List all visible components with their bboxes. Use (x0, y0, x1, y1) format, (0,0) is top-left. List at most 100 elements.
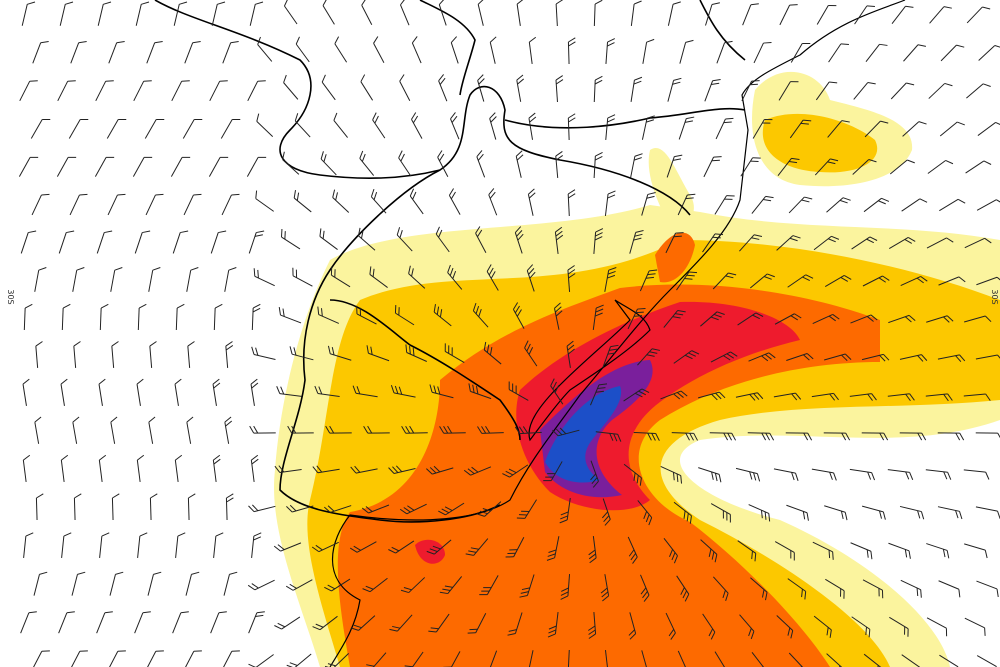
barb-feather (373, 36, 379, 44)
barb-feather (433, 385, 437, 394)
wind-barb (294, 113, 311, 138)
barb-feather (432, 545, 441, 550)
barb-staff (890, 82, 907, 100)
barb-feather (765, 195, 774, 199)
wind-barb (98, 378, 106, 406)
barb-feather (23, 454, 31, 461)
barb-feather (438, 229, 443, 238)
barb-feather (139, 532, 148, 537)
wind-barb (146, 41, 163, 64)
wind-barb (333, 112, 348, 138)
barb-feather (832, 314, 840, 320)
barb-feather (481, 590, 490, 592)
wind-barb (567, 649, 570, 667)
barb-feather (41, 193, 50, 196)
barb-feather (943, 316, 950, 323)
wind-barb (787, 274, 814, 288)
wind-barb (527, 188, 536, 216)
barb-feather (22, 378, 30, 385)
barb-staff (211, 4, 218, 26)
wind-barb (172, 611, 189, 634)
barb-staff (148, 422, 154, 444)
barb-feather (62, 303, 71, 309)
wind-barb (778, 81, 799, 101)
barb-staff (246, 157, 259, 177)
barb-feather (411, 268, 414, 277)
wind-barb (61, 532, 72, 558)
barb-feather (651, 433, 656, 441)
barb-feather (790, 315, 799, 321)
barb-feather (282, 308, 285, 317)
wind-barb (18, 156, 39, 177)
barb-staff (60, 384, 65, 406)
wind-barb (926, 237, 954, 249)
barb-feather (224, 416, 232, 423)
barb-feather (904, 626, 906, 635)
barb-staff (213, 307, 216, 331)
barb-feather (866, 316, 874, 322)
wind-barb (95, 80, 114, 102)
barb-feather (333, 112, 338, 121)
wind-barb (976, 276, 1000, 286)
wind-barb (256, 113, 274, 137)
barb-feather (76, 267, 85, 271)
wind-barb (604, 267, 617, 292)
barb-feather (567, 189, 576, 195)
barb-feather (316, 465, 323, 473)
wind-barb (964, 315, 992, 323)
wind-barb (477, 0, 485, 26)
barb-feather (437, 150, 443, 158)
barb-feather (373, 191, 378, 200)
wind-barb (437, 150, 449, 177)
barb-feather (613, 433, 618, 442)
barb-feather (755, 312, 764, 317)
barb-staff (854, 5, 868, 25)
wind-barb (357, 227, 376, 251)
barb-feather (867, 82, 876, 85)
barb-staff (938, 580, 960, 590)
wind-barb (475, 226, 487, 253)
barb-feather (369, 266, 372, 275)
barb-feather (802, 42, 811, 44)
barb-feather (708, 548, 712, 557)
wind-barb (35, 493, 44, 521)
barb-staff (976, 580, 998, 590)
wind-barb (97, 1, 112, 26)
barb-feather (256, 113, 260, 122)
barb-feather (489, 112, 496, 119)
barb-staff (284, 5, 298, 25)
barb-feather (478, 78, 485, 85)
barb-feather (314, 385, 319, 394)
barb-staff (256, 121, 274, 137)
wind-barb (710, 351, 738, 363)
barb-feather (412, 347, 415, 356)
barb-staff (742, 4, 752, 26)
barb-feather (547, 633, 556, 638)
barb-feather (490, 116, 497, 123)
wind-barb (399, 74, 411, 102)
barb-feather (252, 307, 261, 313)
wind-barb (741, 80, 760, 102)
barb-feather (641, 388, 650, 393)
wind-barb (667, 77, 682, 102)
wind-barb (21, 1, 36, 26)
barb-feather (77, 571, 86, 575)
wind-barb (592, 304, 604, 330)
wind-barb (678, 116, 695, 140)
barb-feather (550, 378, 555, 387)
wind-barb (671, 432, 698, 441)
wind-barb (283, 0, 298, 25)
wind-barb (447, 264, 463, 290)
barb-staff (333, 120, 348, 138)
barb-feather (66, 611, 75, 614)
wind-barb (514, 226, 524, 254)
barb-feather (180, 611, 189, 614)
wind-barb (940, 44, 965, 62)
wind-barb (147, 571, 162, 596)
barb-staff (107, 194, 118, 216)
wind-barb (274, 616, 301, 630)
wind-barb (394, 305, 415, 326)
wind-barb (172, 230, 189, 254)
barb-feather (401, 426, 407, 434)
barb-feather (829, 393, 836, 401)
